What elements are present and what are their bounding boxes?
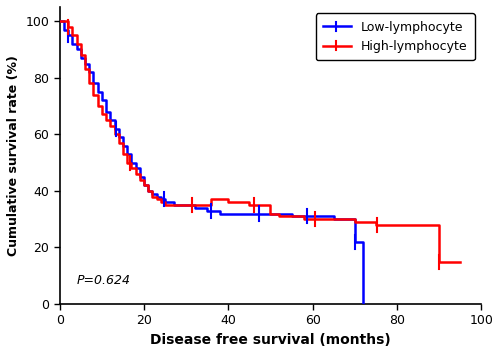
Text: P=0.624: P=0.624 — [76, 274, 130, 287]
X-axis label: Disease free survival (months): Disease free survival (months) — [150, 333, 391, 347]
Legend: Low-lymphocyte, High-lymphocyte: Low-lymphocyte, High-lymphocyte — [316, 13, 475, 61]
Y-axis label: Cumulative survival rate (%): Cumulative survival rate (%) — [7, 55, 20, 256]
